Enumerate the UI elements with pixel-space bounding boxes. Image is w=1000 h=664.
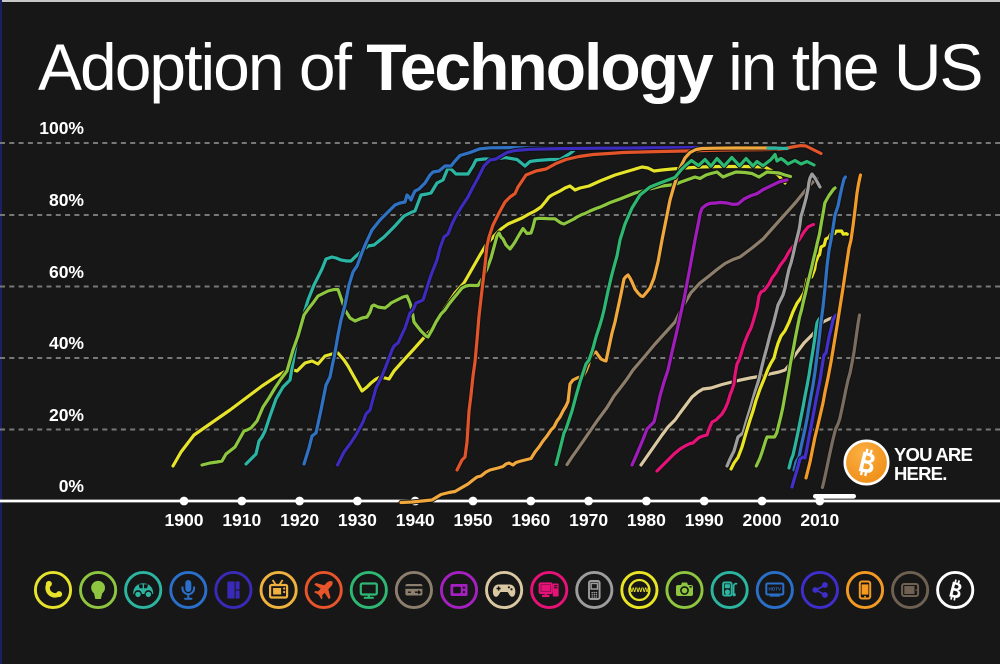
svg-text:HDTV: HDTV [769, 587, 782, 592]
svg-text:WWW: WWW [630, 587, 649, 594]
